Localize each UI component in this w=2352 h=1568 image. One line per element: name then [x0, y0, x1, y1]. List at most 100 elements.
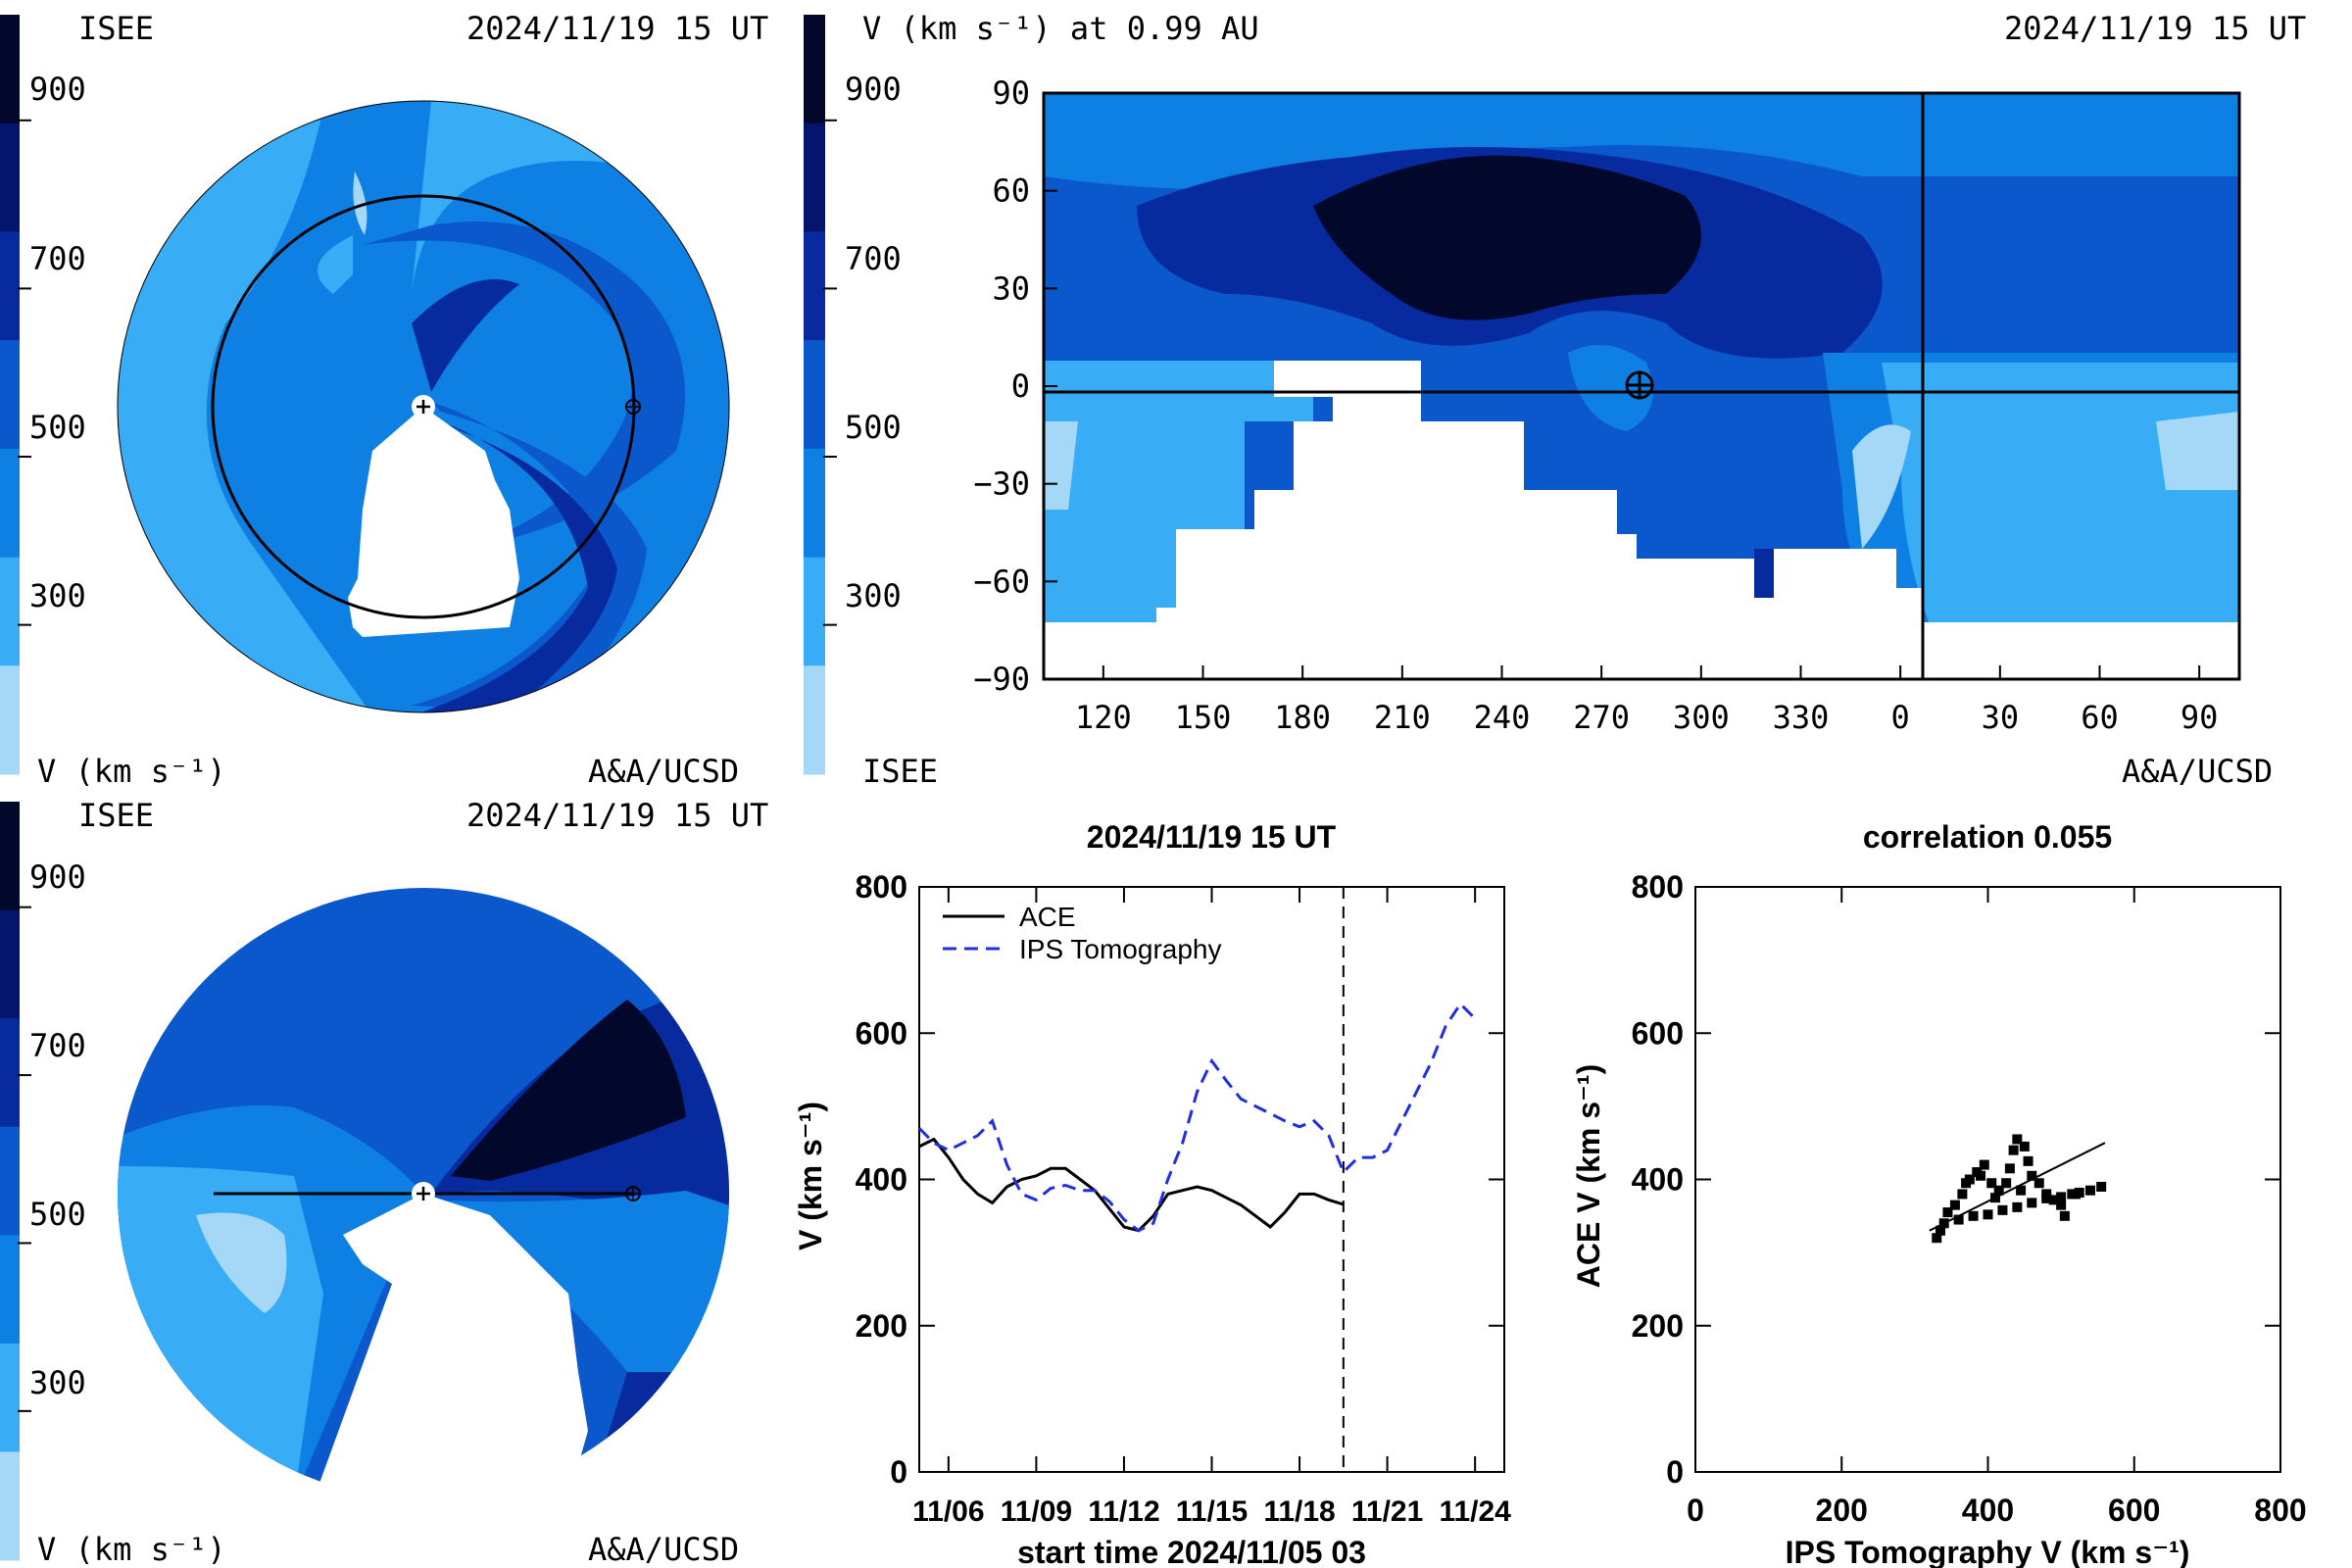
colorbar-swatch [804, 122, 825, 232]
velocity-region-fast [1754, 549, 1774, 598]
velocity-region-slow [318, 235, 353, 294]
scatter-point [2084, 1185, 2095, 1196]
polar-bottom-credit: A&A/UCSD [588, 1531, 739, 1568]
sc-x-tick-label: 600 [2108, 1493, 2160, 1528]
scatter-point [2016, 1185, 2027, 1196]
ts-x-tick-label: 11/24 [1439, 1495, 1511, 1528]
colorbar-swatch [0, 909, 20, 1019]
scatter-point [2096, 1181, 2107, 1192]
colorbar-tick-label: 300 [845, 577, 902, 614]
regression-line [1929, 1142, 2106, 1232]
synoptic-map [1042, 91, 2241, 681]
synoptic-date: 2024/11/19 15 UT [2004, 10, 2306, 47]
colorbar-swatch [0, 1343, 20, 1452]
sc-x-tick-label: 800 [2254, 1493, 2306, 1528]
scatter-point [1953, 1214, 1964, 1225]
polar-top-date: 2024/11/19 15 UT [466, 10, 768, 47]
scatter-point [1957, 1189, 1968, 1200]
colorbar-swatch [0, 557, 20, 666]
scatter-point [1997, 1204, 2008, 1215]
synoptic-x-tick-label: 120 [1075, 699, 1132, 736]
colorbar-swatch [804, 448, 825, 559]
colorbar-top-left [0, 15, 31, 775]
colorbar-swatch [0, 665, 20, 775]
synoptic-x-tick-label: 180 [1274, 699, 1331, 736]
colorbar-tick-label: 500 [845, 409, 902, 446]
colorbar-tick-label: 700 [29, 240, 86, 277]
colorbar-title: V (km s⁻¹) [37, 753, 226, 790]
scatter-point [2056, 1192, 2067, 1202]
sc-x-tick-label: 400 [1962, 1493, 2014, 1528]
ts-x-tick-label: 11/15 [1176, 1495, 1248, 1528]
scatter-point [1961, 1178, 1972, 1189]
polar-top-credit: A&A/UCSD [588, 753, 739, 790]
velocity-region-slow [1882, 363, 2239, 627]
scatter-x-label: IPS Tomography V (km s⁻¹) [1786, 1535, 2190, 1568]
synoptic-y-tick-label: 0 [1011, 368, 1030, 405]
scatter-point [2023, 1155, 2034, 1166]
synoptic-data-gap [1044, 361, 2239, 679]
sc-y-tick-label: 800 [1632, 869, 1684, 905]
synoptic-x-tick-label: 60 [2081, 699, 2119, 736]
synoptic-x-tick-label: 240 [1474, 699, 1531, 736]
synoptic-y-tick-label: −30 [973, 466, 1030, 503]
velocity-region-slowest [196, 1212, 287, 1313]
velocity-region-fast [421, 421, 617, 712]
colorbar-swatch [804, 15, 825, 124]
colorbar-swatch [0, 1018, 20, 1128]
scatter-point [1986, 1178, 1997, 1189]
polar-top-labels: ISEE 2024/11/19 15 UT A&A/UCSD [78, 10, 768, 790]
colorbar-swatch [0, 15, 20, 124]
polar-bottom-date: 2024/11/19 15 UT [466, 797, 768, 834]
synoptic-x-tick-label: 270 [1573, 699, 1630, 736]
scatter-point [1983, 1209, 1993, 1220]
polar-top-outline [117, 100, 730, 713]
synoptic-x-tick-label: 0 [1891, 699, 1910, 736]
time-series-title: 2024/11/19 15 UT [1087, 819, 1337, 855]
scatter-point [2048, 1195, 2059, 1205]
colorbar-swatch [0, 1451, 20, 1561]
scatter-chart: 0 200 400 600 800 0 200 400 600 800 correlation 0… [1571, 819, 2307, 1568]
velocity-region-slow [118, 108, 372, 712]
time-series-y-label: V (km s⁻¹) [793, 1102, 828, 1250]
sc-x-tick-label: 0 [1687, 1493, 1704, 1528]
ts-x-tick-label: 11/09 [1001, 1495, 1072, 1528]
synoptic-y-tick-label: 60 [992, 172, 1030, 210]
synoptic-x-tick-label: 330 [1773, 699, 1830, 736]
colorbar-swatch [0, 122, 20, 232]
colorbar-title: V (km s⁻¹) [37, 1531, 226, 1568]
colorbar-top-middle [804, 15, 837, 775]
colorbar-bottom-left [0, 802, 31, 1561]
velocity-region-medium [441, 1191, 729, 1372]
colorbar-swatch [804, 557, 825, 666]
synoptic-x-tick-label: 90 [2180, 699, 2219, 736]
time-series-legend: ACE IPS Tomography [943, 902, 1222, 964]
colorbar-tick-label: 500 [29, 409, 86, 446]
ts-y-tick-label: 400 [856, 1162, 907, 1198]
polar-plot-top [117, 100, 730, 713]
sc-x-tick-label: 200 [1816, 1493, 1868, 1528]
scatter-point [1932, 1233, 1942, 1244]
colorbar-swatch [804, 231, 825, 341]
colorbar-swatch [0, 231, 20, 341]
polar-bottom-data-gap [314, 1194, 588, 1499]
scatter-point [1979, 1159, 1989, 1170]
colorbar-swatch [804, 665, 825, 775]
synoptic-title: V (km s⁻¹) at 0.99 AU [862, 10, 1259, 47]
sc-y-tick-label: 0 [1666, 1454, 1684, 1490]
colorbar-top-left-labels: 900 700 500 300 V (km s⁻¹) [29, 71, 226, 790]
time-series-frame [918, 886, 1505, 1473]
colorbar-tick-label: 700 [29, 1027, 86, 1064]
scatter-points [1932, 1134, 2107, 1244]
velocity-region-fastest [451, 1000, 686, 1181]
sc-y-tick-label: 600 [1632, 1015, 1684, 1051]
synoptic-y-tick-label: 30 [992, 270, 1030, 307]
scatter-point [2012, 1134, 2023, 1145]
synoptic-left-label: ISEE [862, 753, 938, 790]
earth-icon-cross [626, 400, 640, 414]
scatter-point [1949, 1200, 1960, 1210]
scatter-point [2001, 1178, 2012, 1189]
scatter-point [1968, 1210, 1979, 1221]
earth-icon-cross [626, 1187, 640, 1200]
